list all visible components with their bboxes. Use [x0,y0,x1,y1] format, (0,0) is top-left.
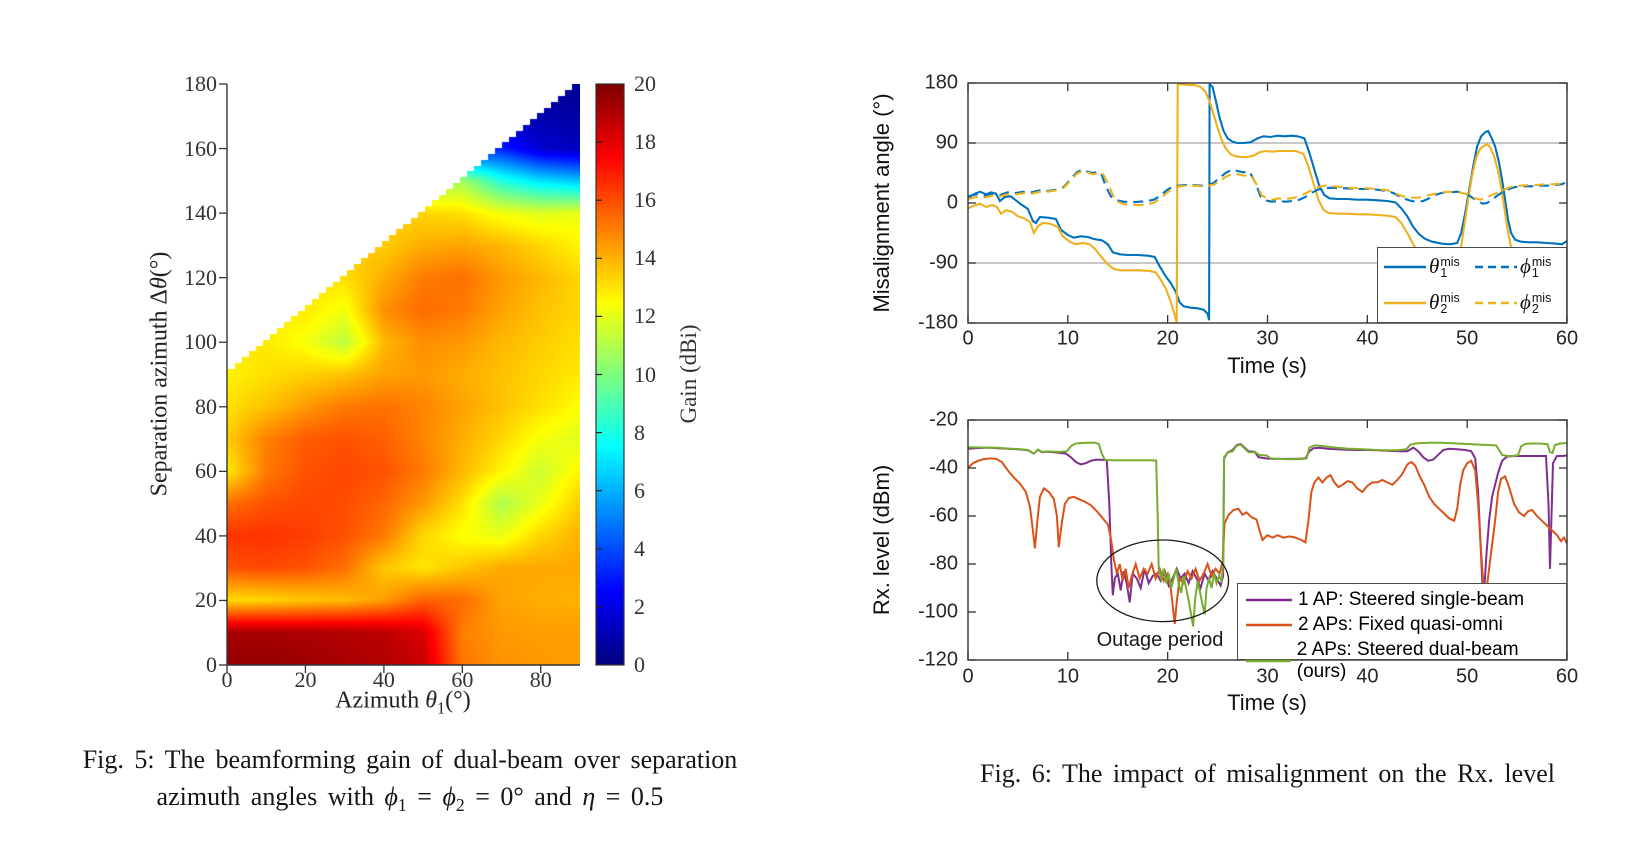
legend-entry-ϕ1: ϕ mis 1 [1475,254,1551,279]
legend-line-sample [1246,598,1292,602]
legend-dashed-line-sample [1475,301,1517,304]
legend-entry-1: 1 AP: Steered single-beam [1246,589,1524,611]
trace-theta2_mis [968,83,1567,323]
legend-entry-θ1: θ mis 1 [1384,254,1460,279]
legend-dashed-line-sample [1475,265,1517,268]
trace-theta1_mis [968,83,1567,321]
legend-entry-θ2: θ mis 2 [1384,290,1460,315]
legend-line-sample [1384,265,1426,268]
legend-line-sample [1246,659,1291,663]
legend-line-sample [1384,301,1426,304]
fig5-caption: Fig. 5: The beamforming gain of dual-bea… [15,741,805,824]
fig6-top-legend: θ mis 1 ϕ mis 1 θ mis 2 ϕ mis 2 [1377,247,1567,323]
fig5-gain-heatmap [227,84,580,665]
outage-ellipse [1096,539,1230,623]
fig6-bottom-legend: 1 AP: Steered single-beam 2 APs: Fixed qu… [1237,583,1567,682]
legend-entry-3: 2 APs: Steered dual-beam (ours) [1246,639,1566,683]
trace-2 APs: Fixed quasi-omni [968,457,1567,625]
fig5-caption-line1: Fig. 5: The beamforming gain of dual-bea… [82,745,738,774]
fig6-caption: Fig. 6: The impact of misalignment on th… [980,759,1555,788]
legend-entry-ϕ2: ϕ mis 2 [1475,290,1551,315]
trace-phi2_mis [968,169,1567,207]
fig5-caption-line2: azimuth angles with ϕ1 = ϕ2 = 0° and η =… [156,782,664,816]
legend-line-sample [1246,623,1292,627]
trace-2 APs: Steered dual-beam (ours) [968,441,1567,627]
outage-period-annotation: Outage period [1096,629,1224,651]
legend-entry-2: 2 APs: Fixed quasi-omni [1246,614,1503,636]
